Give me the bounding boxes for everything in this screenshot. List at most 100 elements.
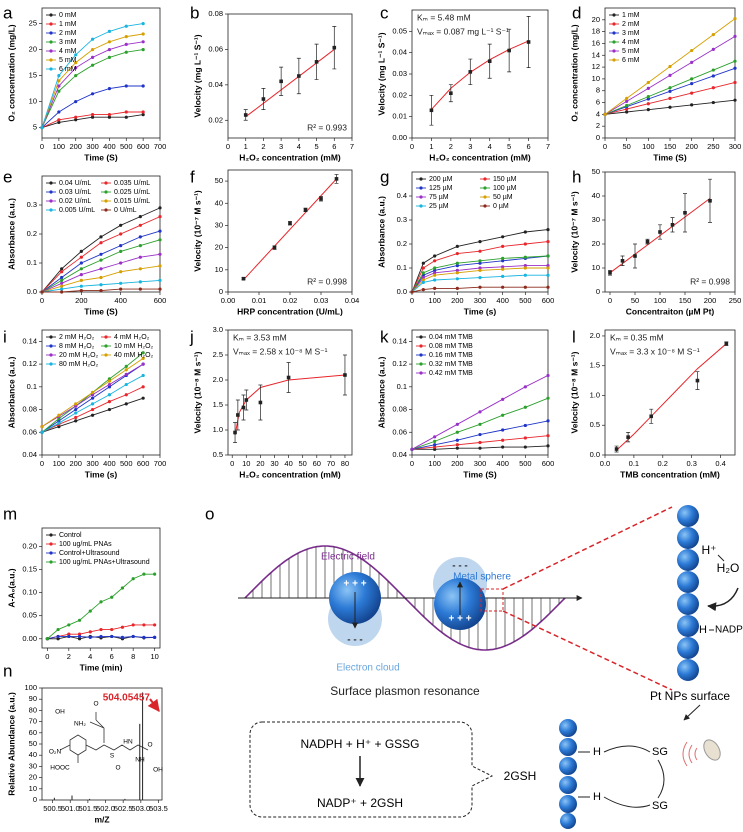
y-tick-label: 3.0 xyxy=(213,325,223,334)
y-tick-label: 0.15 xyxy=(22,565,37,574)
legend-marker xyxy=(104,199,108,203)
legend-entry: 0.02 U/mL xyxy=(59,198,91,205)
metal-sphere-label: Metal sphere xyxy=(453,572,511,583)
legend-entry: 100 ug/mL PNAs+Ultrasound xyxy=(59,559,150,566)
y-axis-label: Velocity (10⁻⁷ M s⁻¹) xyxy=(192,190,202,272)
legend-marker xyxy=(49,40,53,44)
series-line xyxy=(411,274,548,293)
x-tick-label: 5 xyxy=(507,142,511,151)
data-point xyxy=(107,399,112,404)
data-point xyxy=(107,29,112,33)
data-point xyxy=(523,445,527,449)
x-tick-label: 0 xyxy=(45,652,49,661)
legend-entry: 0.16 mM TMB xyxy=(429,352,473,359)
y-tick-label: 1.0 xyxy=(213,425,223,434)
data-point xyxy=(724,341,729,346)
data-point xyxy=(99,627,103,632)
legend-entry: 0 µM xyxy=(493,203,509,210)
data-point xyxy=(546,254,550,258)
data-point xyxy=(110,627,114,632)
sg: SG xyxy=(652,746,668,758)
data-point xyxy=(138,244,142,248)
panel-label: b xyxy=(190,3,199,22)
data-point xyxy=(625,107,629,111)
panel-label: h xyxy=(572,167,581,186)
legend-marker xyxy=(419,186,423,190)
x-tick-label: 600 xyxy=(542,296,555,305)
annotation: Kₘ = 0.35 mM xyxy=(610,332,664,342)
data-point xyxy=(501,413,505,417)
legend-entry: 10 mM H₂O₂ xyxy=(114,343,154,350)
x-tick-label: 300 xyxy=(729,142,742,151)
y-tick-label: 0.1 xyxy=(397,263,407,272)
data-point xyxy=(478,261,482,265)
data-point xyxy=(625,96,629,101)
annotation: R² = 0.998 xyxy=(307,276,347,286)
data-point xyxy=(79,249,83,253)
data-point xyxy=(119,281,123,285)
data-point xyxy=(88,630,92,634)
structure-label: OH xyxy=(55,709,65,716)
series-line xyxy=(411,286,548,293)
y-tick-label: 0.0 xyxy=(27,287,37,296)
data-point xyxy=(668,105,672,109)
data-point xyxy=(455,268,459,272)
x-tick-label: 0 xyxy=(40,296,44,305)
panel-label: a xyxy=(3,3,13,22)
data-point xyxy=(141,396,145,400)
data-point xyxy=(90,63,95,67)
y-axis-label: A-A₀(a.u.) xyxy=(6,568,16,607)
data-point xyxy=(56,634,60,639)
data-point xyxy=(646,108,650,112)
y-tick-label: 15 xyxy=(29,71,37,80)
y-tick-label: 2 xyxy=(596,121,600,130)
data-point xyxy=(501,428,505,432)
y-tick-label: 0.05 xyxy=(22,611,37,620)
x-tick-label: 200 xyxy=(704,296,717,305)
data-point xyxy=(158,215,162,219)
data-point xyxy=(138,255,142,259)
data-point xyxy=(711,68,715,72)
data-point xyxy=(77,634,82,639)
data-point xyxy=(433,271,437,275)
data-point xyxy=(501,259,505,263)
x-tick-label: 150 xyxy=(679,296,692,305)
data-point xyxy=(131,577,135,581)
x-tick-label: 100 xyxy=(428,459,441,468)
data-point xyxy=(288,221,292,226)
zoom-line xyxy=(502,610,673,691)
data-point xyxy=(478,410,482,414)
legend-entry: 50 µM xyxy=(493,194,513,201)
bound-h: H xyxy=(593,791,601,803)
electric-field-label: Electric field xyxy=(321,552,375,563)
legend-marker xyxy=(49,190,53,194)
x-tick-label: 60 xyxy=(313,459,321,468)
y-tick-label: 40 xyxy=(592,191,600,200)
data-point xyxy=(90,55,95,60)
data-point xyxy=(258,400,263,405)
x-axis-label: H₂O₂ concentration (mM) xyxy=(239,152,341,162)
data-point xyxy=(77,632,82,636)
structure-label: OH xyxy=(153,767,163,774)
y-tick-label: 0.03 xyxy=(392,69,407,78)
data-point xyxy=(74,411,78,415)
x-tick-label: 600 xyxy=(137,142,150,151)
data-point xyxy=(60,287,64,291)
fit-line xyxy=(616,343,727,451)
data-point xyxy=(57,110,61,114)
y-tick-label: 50 xyxy=(592,167,600,176)
y-tick-label: 70 xyxy=(29,717,37,726)
data-point xyxy=(733,98,737,102)
y-tick-label: 14 xyxy=(592,50,600,59)
y-tick-label: 4 xyxy=(596,109,600,118)
legend-marker xyxy=(49,58,53,62)
series-line xyxy=(411,267,548,293)
data-point xyxy=(501,267,505,271)
x-tick-label: 0 xyxy=(603,142,607,151)
data-point xyxy=(74,115,78,119)
data-point xyxy=(99,634,103,639)
data-point xyxy=(142,635,146,639)
x-tick-label: 0 xyxy=(230,459,234,468)
data-point xyxy=(141,113,145,117)
structure-label: HN xyxy=(123,739,133,746)
